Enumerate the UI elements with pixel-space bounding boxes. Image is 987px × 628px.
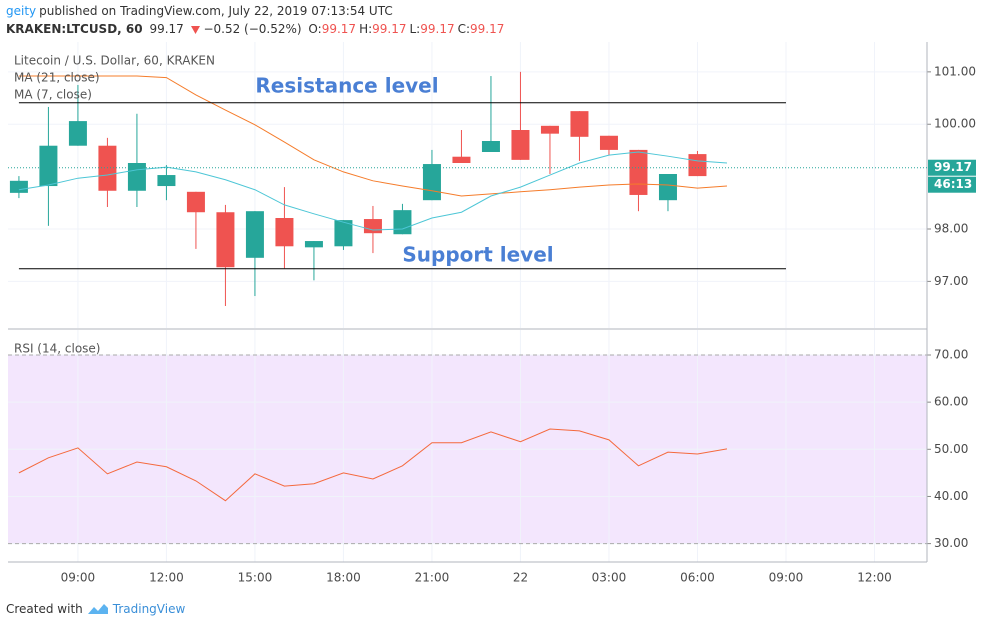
ohlc-label: L: xyxy=(409,22,421,36)
ohlc-value: 99.17 xyxy=(470,22,505,36)
candle-body xyxy=(570,111,589,137)
candle-body xyxy=(422,164,441,201)
candle-body xyxy=(540,125,559,134)
x-tick-label: 22 xyxy=(513,571,528,585)
rsi-line xyxy=(18,428,728,502)
candle-body xyxy=(98,145,117,191)
y-tick-label: 101.00 xyxy=(934,64,976,78)
countdown-label: 46:13 xyxy=(934,177,972,191)
ma-line xyxy=(18,75,728,197)
legend-entry: MA (7, close) xyxy=(14,88,92,102)
candle-body xyxy=(393,210,412,235)
candle-body xyxy=(629,149,648,195)
published: published on TradingView.com, July 22, 2… xyxy=(39,4,393,18)
down-arrow xyxy=(190,25,200,34)
ohlc: O:99.17 H:99.17 L:99.17 C:99.17 xyxy=(308,22,507,36)
legend-entry: MA (21, close) xyxy=(14,71,100,85)
candle-body xyxy=(157,175,176,187)
change: −0.52 (−0.52%) xyxy=(203,22,302,36)
x-tick-label: 12:00 xyxy=(857,571,892,585)
symbol: KRAKEN:LTCUSD, 60 xyxy=(6,22,143,36)
x-tick-label: 18:00 xyxy=(326,571,361,585)
price: 99.17 xyxy=(149,22,184,36)
candle-body xyxy=(452,156,471,163)
ohlc-value: 99.17 xyxy=(321,22,357,36)
candle-body xyxy=(216,212,235,268)
x-tick-label: 09:00 xyxy=(769,571,804,585)
x-tick-label: 06:00 xyxy=(680,571,715,585)
created-with: Created with xyxy=(6,602,83,616)
annotation: Resistance level xyxy=(255,73,438,97)
candle-body xyxy=(127,163,146,191)
y-tick-label: 100.00 xyxy=(934,117,976,131)
candle-body xyxy=(304,241,323,248)
ohlc-value: 99.17 xyxy=(420,22,455,36)
y-tick-label: 60.00 xyxy=(934,395,968,409)
candle-body xyxy=(658,174,677,201)
y-tick-label: 70.00 xyxy=(934,347,968,361)
y-tick-label: 40.00 xyxy=(934,489,968,503)
candle-body xyxy=(688,154,707,177)
brand: TradingView xyxy=(112,602,186,616)
candle-body xyxy=(245,211,264,258)
candle-body xyxy=(511,130,530,160)
candle-body xyxy=(68,121,87,146)
publish-line: geity published on TradingView.com, July … xyxy=(6,4,396,18)
y-tick-label: 50.00 xyxy=(934,442,968,456)
ma-line xyxy=(18,151,728,231)
x-tick-label: 12:00 xyxy=(149,571,184,585)
last-price-box xyxy=(928,159,976,176)
ohlc-label: O: xyxy=(308,22,322,36)
user: geity xyxy=(6,4,37,18)
candle-body xyxy=(39,145,58,187)
candle-body xyxy=(363,219,382,234)
logo xyxy=(87,604,108,614)
x-tick-label: 21:00 xyxy=(415,571,450,585)
y-tick-label: 97.00 xyxy=(934,274,968,288)
annotation: Support level xyxy=(402,242,553,266)
candle-body xyxy=(9,180,28,193)
pane-title: Litecoin / U.S. Dollar, 60, KRAKEN xyxy=(14,54,215,68)
countdown-box xyxy=(928,176,976,193)
footer: Created with TradingView xyxy=(6,602,185,616)
ohlc-value: 99.17 xyxy=(372,22,407,36)
x-tick-label: 09:00 xyxy=(61,571,96,585)
y-tick-label: 98.00 xyxy=(934,222,968,236)
x-tick-label: 15:00 xyxy=(238,571,273,585)
symbol-line: KRAKEN:LTCUSD, 60 99.17 −0.52 (−0.52%) O… xyxy=(6,22,510,36)
candle-body xyxy=(599,135,618,150)
candle-body xyxy=(334,220,353,247)
ohlc-label: H: xyxy=(359,22,373,36)
candle-body xyxy=(186,191,205,213)
pane-title: RSI (14, close) xyxy=(14,342,100,356)
candle-body xyxy=(275,218,294,247)
last-price-label: 99.17 xyxy=(934,160,972,174)
y-tick-label: 30.00 xyxy=(934,536,968,550)
x-tick-label: 03:00 xyxy=(592,571,627,585)
ohlc-label: C: xyxy=(457,22,471,36)
candle-body xyxy=(481,141,500,152)
